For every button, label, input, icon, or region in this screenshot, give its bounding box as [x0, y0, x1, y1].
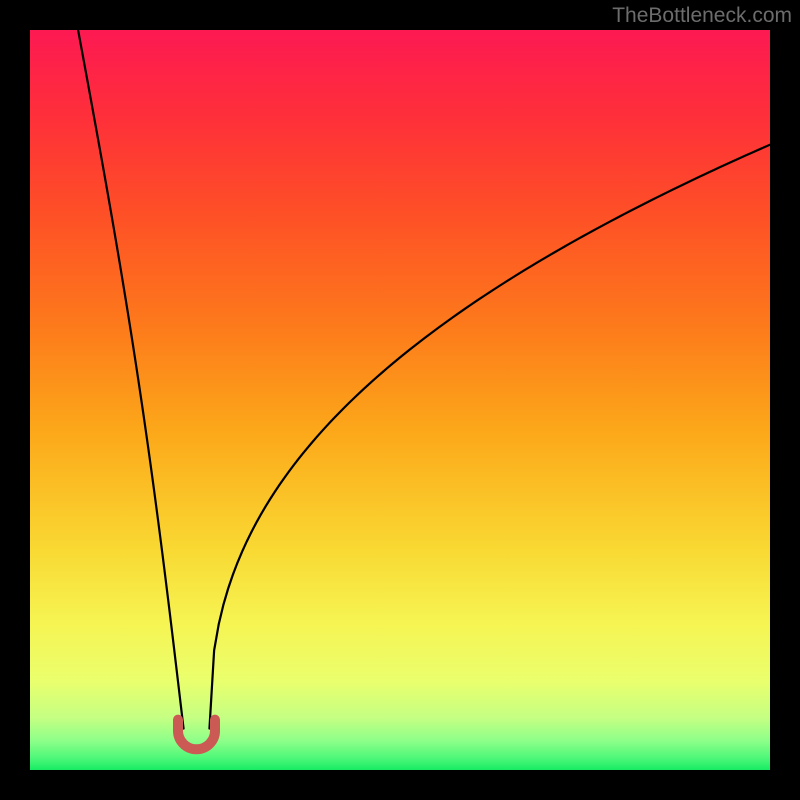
chart-svg [30, 30, 770, 770]
plot-area [30, 30, 770, 770]
watermark-text: TheBottleneck.com [612, 4, 792, 28]
chart-frame: TheBottleneck.com [0, 0, 800, 800]
